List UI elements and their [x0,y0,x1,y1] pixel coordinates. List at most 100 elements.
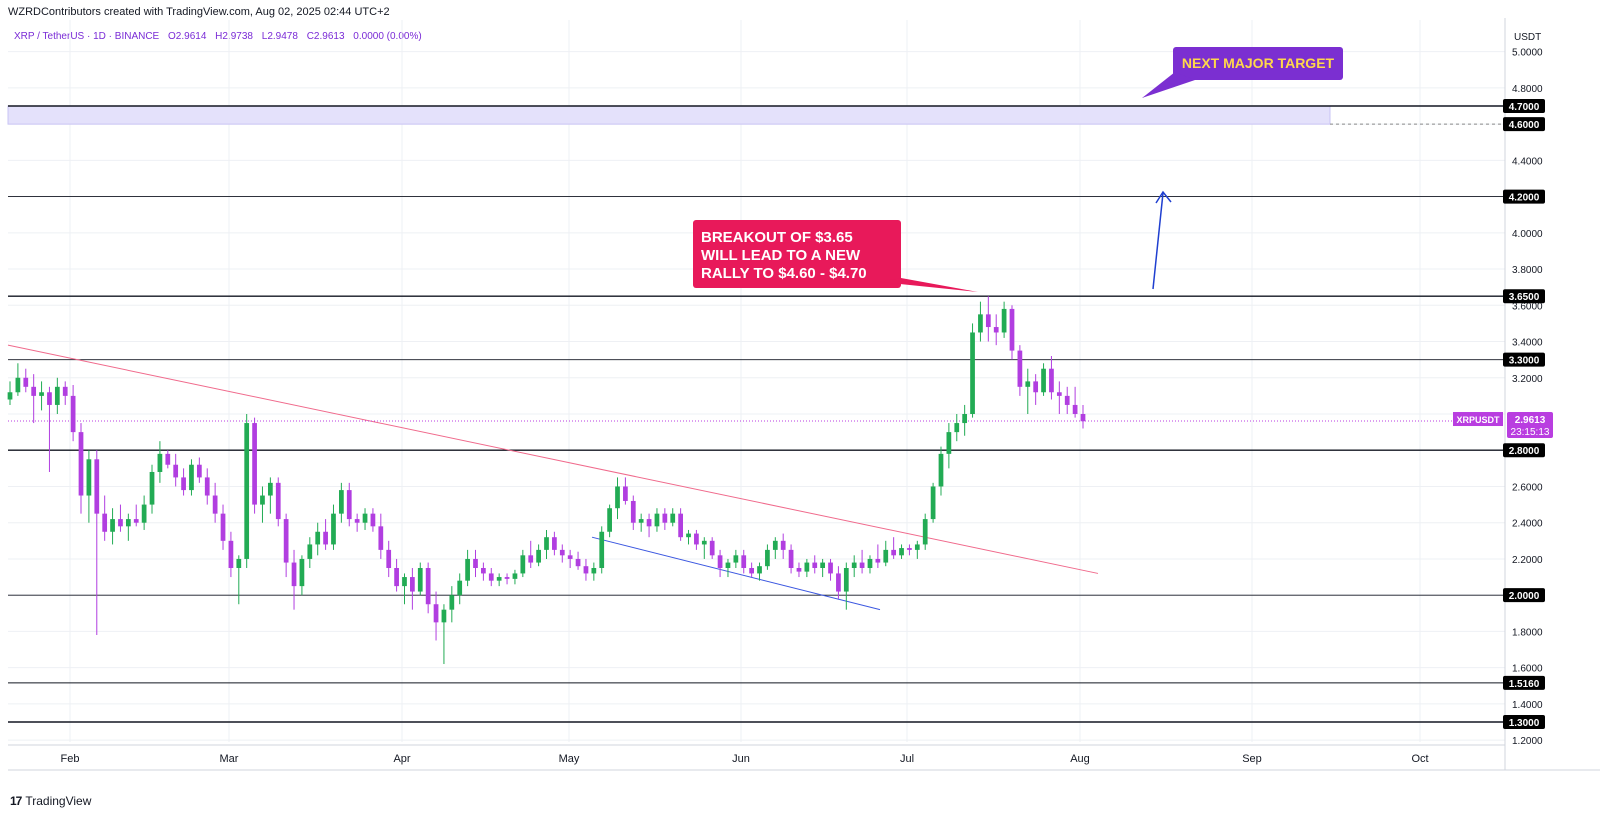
candle-body [47,392,52,405]
candle-body [173,464,179,478]
candle [212,482,218,523]
candle-body [922,519,928,545]
level-badge: 4.2000 [1503,189,1545,204]
candle-body [1056,392,1062,396]
candle-body [102,513,108,532]
candle [978,301,983,342]
candle-body [473,558,478,568]
candle [930,482,936,523]
candle [291,549,297,610]
candle [236,555,242,605]
x-tick-label: Apr [393,753,410,765]
candle-body [615,486,620,509]
candle-body [291,562,297,587]
y-tick-label: 3.4000 [1512,338,1543,349]
candle-body [559,549,565,556]
price-badge-value-bg [1507,412,1553,439]
candle-body [433,604,439,623]
candle [346,482,352,527]
candle [449,586,455,623]
candle-body [449,595,455,610]
candle [425,562,431,614]
candle-body [970,332,975,414]
candle [717,549,723,578]
symbol-label[interactable]: XRP / TetherUS · 1D · BINANCE [14,31,160,42]
candle-body [725,562,731,568]
candle [899,544,904,559]
candle [1080,404,1086,429]
candle [780,533,786,559]
candle [907,544,912,556]
candle [843,562,849,610]
candle [749,562,754,578]
candle-body [504,577,510,579]
candle-body [394,568,399,587]
candle [520,549,526,578]
level-badge: 3.3000 [1503,352,1545,367]
candle-body [362,513,368,523]
price-badge-symbol: XRPUSDT [1456,415,1500,425]
candle [757,562,762,581]
candle-body [788,549,794,568]
candle [7,381,13,405]
level-badge: 4.6000 [1503,117,1545,132]
candle-body [828,562,833,574]
candle-body [1041,368,1046,393]
level-badge-label: 4.7000 [1509,102,1540,113]
candle-body [843,568,849,592]
candle [496,573,502,587]
candle [133,504,139,527]
level-badge-label: 3.6500 [1509,292,1540,303]
candle-body [962,414,968,424]
candle [481,562,486,581]
candle-body [544,537,549,550]
level-badge-bg [1503,117,1545,132]
candle-body [54,386,60,405]
x-tick-label: May [559,753,580,765]
candle-body [496,577,502,581]
level-badge-label: 2.0000 [1509,591,1540,602]
candle-body [978,314,983,333]
candle [1017,345,1023,396]
candle-body [244,423,250,559]
candle [386,540,392,578]
price-badge-value: 2.9613 [1515,415,1546,426]
candle [204,468,210,505]
level-badge-bg [1503,675,1545,690]
candle [165,450,171,469]
candle [394,558,399,592]
candle-body [70,395,76,433]
candle [638,513,644,532]
candle [670,508,676,527]
level-badge-bg [1503,352,1545,367]
level-badge-bg [1503,99,1545,113]
candle-body [260,495,265,505]
price-badge-symbol-bg [1453,412,1503,427]
candle [804,558,810,578]
candle [31,374,37,424]
candle-body [717,555,723,568]
candle-body [23,377,29,387]
candle-body [851,562,857,568]
breakout-callout-text: BREAKOUT OF $3.65 WILL LEAD TO A NEW RALLY… [701,229,867,282]
candle [733,549,739,568]
level-badge: 3.6500 [1503,289,1545,304]
candle-body [110,519,115,532]
low-value: L2.9478 [261,31,298,42]
symbol-legend: XRP / TetherUS · 1D · BINANCE O2.9614 H2… [14,31,428,42]
candle-body [512,573,518,579]
candle [851,555,857,578]
candle-body [1025,381,1031,387]
candle-body [283,519,289,563]
candle [828,558,833,581]
candle-body [749,568,754,574]
candle [591,562,597,581]
candle-body [993,327,999,333]
tradingview-logo[interactable]: 17 TradingView [10,794,91,808]
candle [141,495,147,530]
candle [102,495,108,541]
candle [417,562,423,596]
candle-body [812,562,818,568]
candle-body [331,513,336,545]
